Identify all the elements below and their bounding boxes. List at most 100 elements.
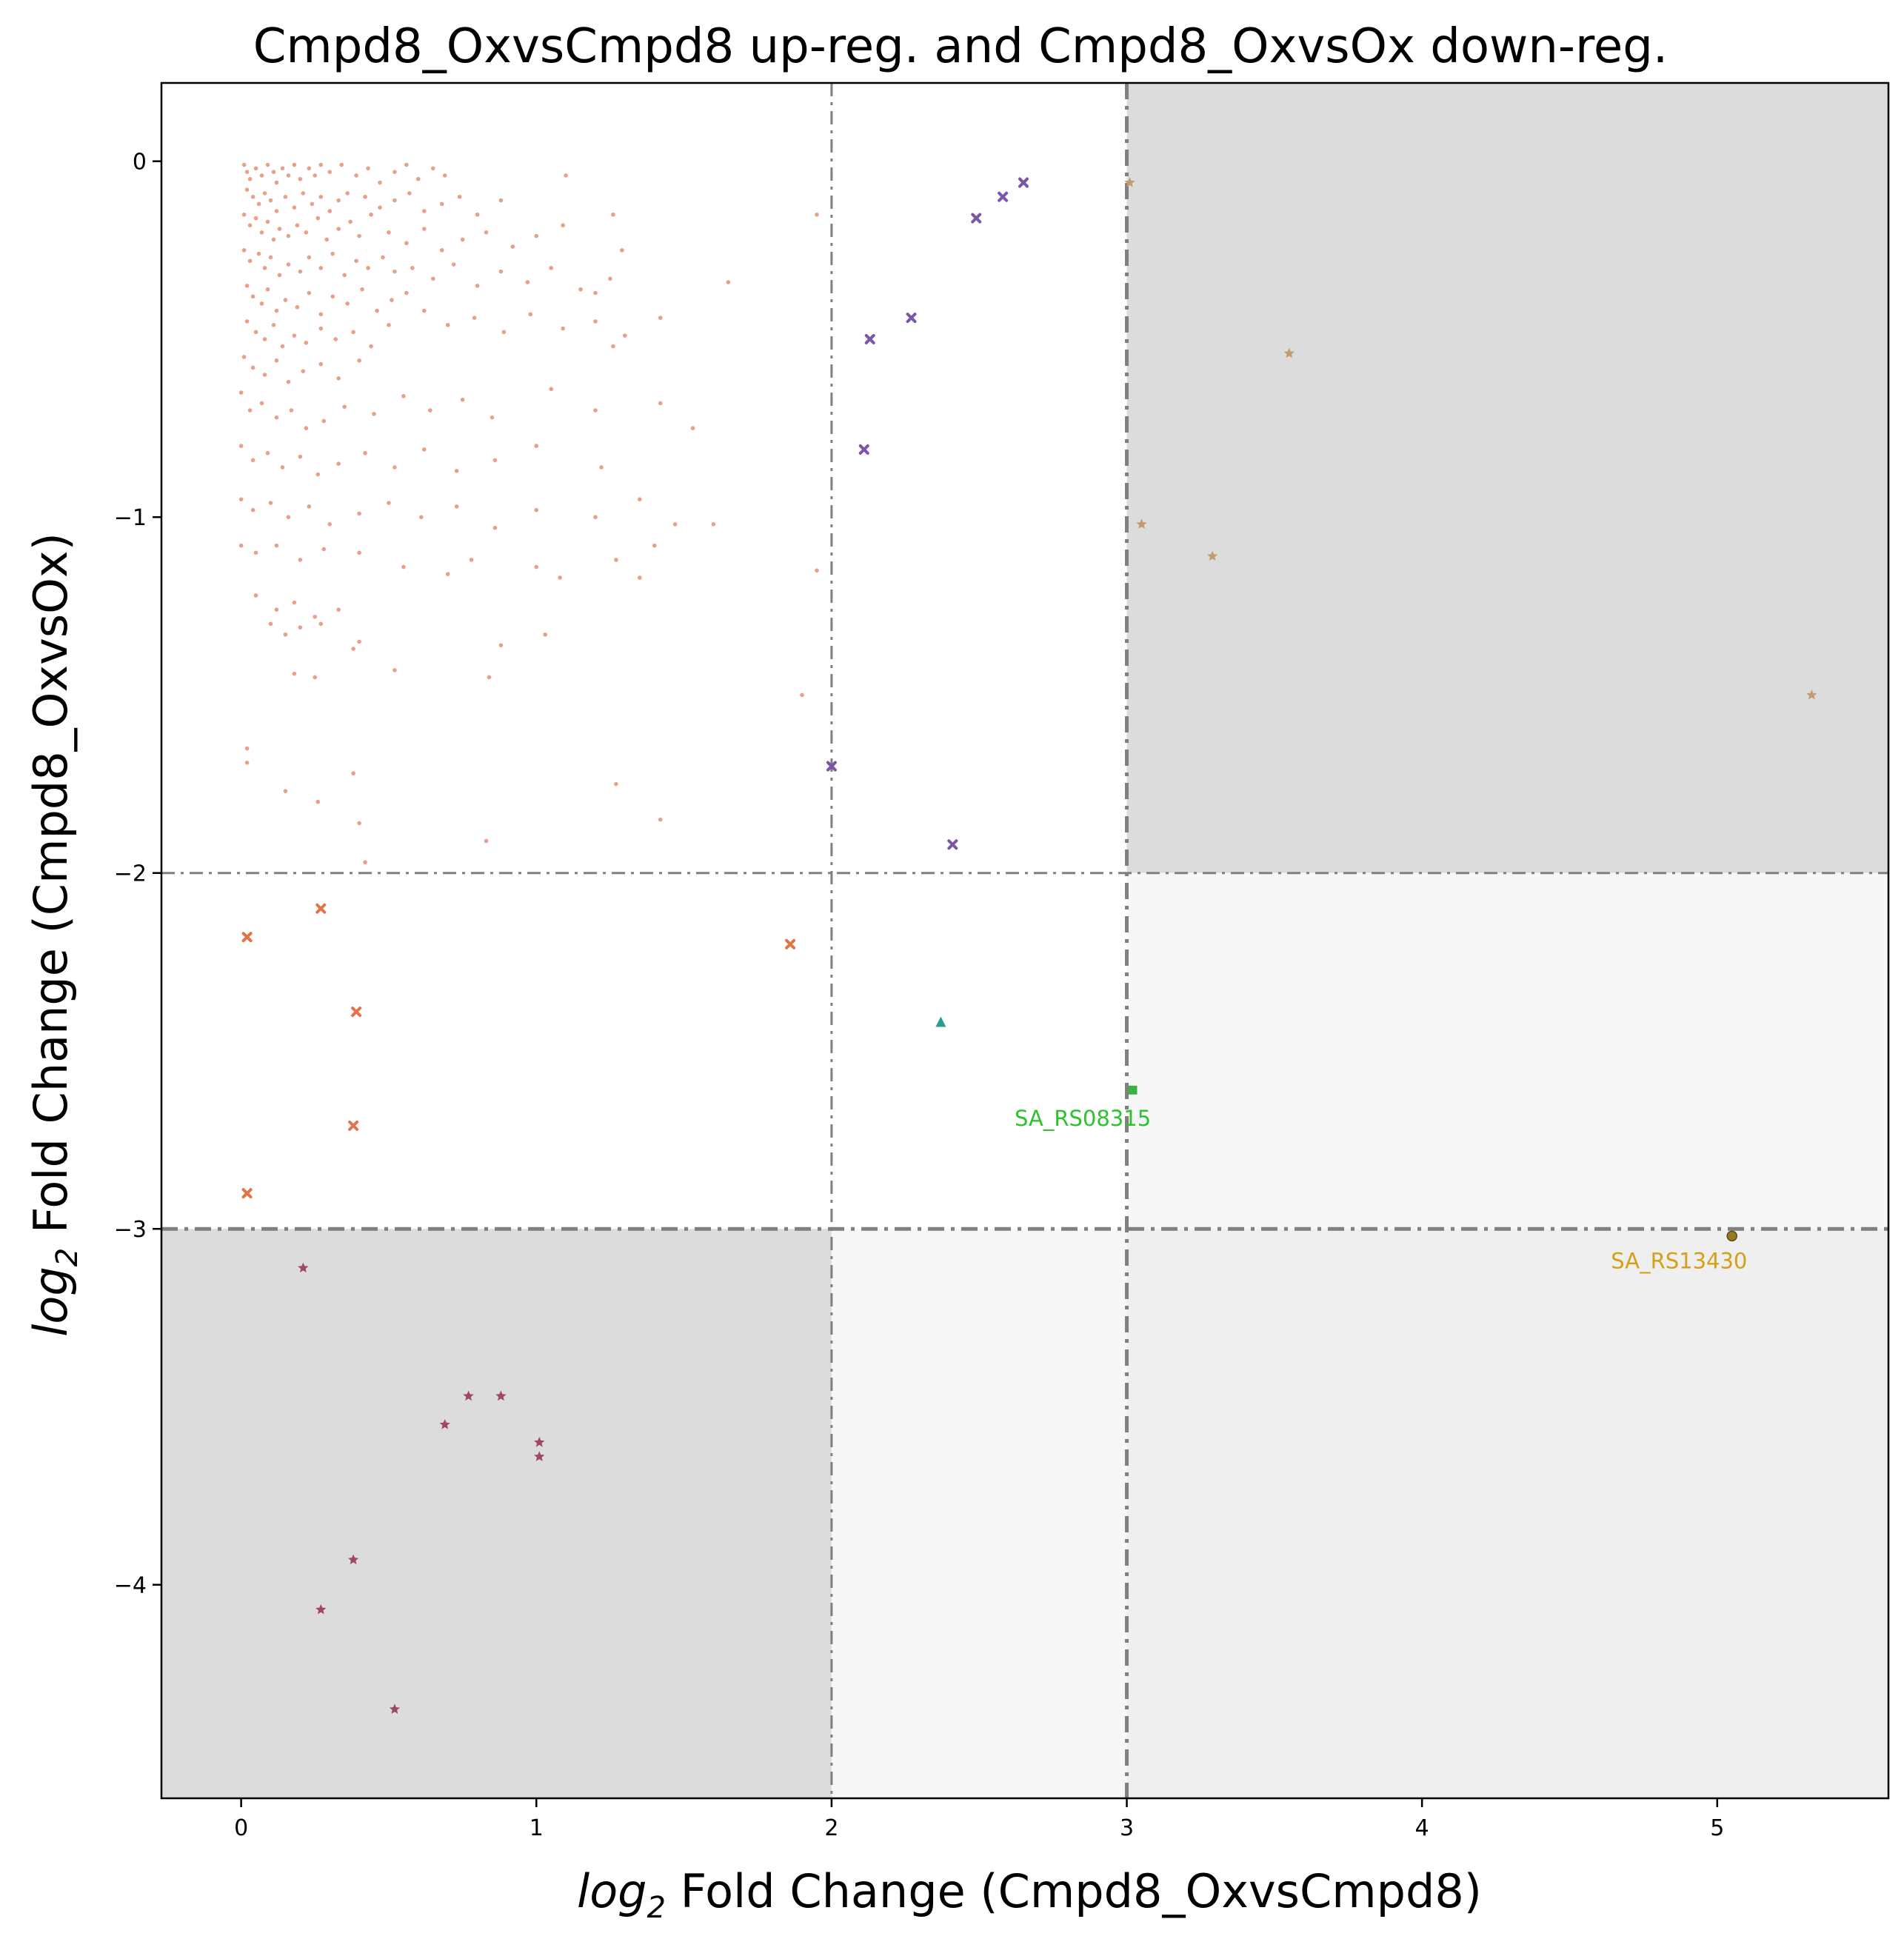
data-point xyxy=(265,219,270,224)
data-point xyxy=(611,344,615,349)
data-point xyxy=(318,312,324,317)
data-point-star-marker xyxy=(534,1451,545,1461)
y-tick-label: 0 xyxy=(133,150,147,176)
data-point xyxy=(658,401,663,406)
data-point-x-marker xyxy=(1018,177,1029,188)
x-marker-stroke xyxy=(858,444,869,455)
data-point-x-marker xyxy=(785,938,796,950)
data-point xyxy=(265,287,270,292)
data-point xyxy=(534,507,539,513)
data-point xyxy=(549,266,553,270)
data-point xyxy=(283,789,288,793)
data-point-star-marker xyxy=(534,1437,545,1447)
x-axis-label-text: Fold Change (Cmpd8_OxvsCmpd8) xyxy=(666,1864,1482,1918)
data-point xyxy=(357,821,361,826)
x-tick-label: 2 xyxy=(824,1815,838,1841)
data-point xyxy=(262,373,267,377)
data-point xyxy=(498,269,504,274)
data-point xyxy=(336,461,341,466)
x-marker-stroke xyxy=(241,932,253,943)
data-point-x-marker xyxy=(906,313,917,324)
data-point-star-marker xyxy=(439,1419,450,1429)
data-point-x-marker xyxy=(826,761,837,772)
data-point xyxy=(321,418,327,424)
data-point xyxy=(363,450,367,455)
data-point xyxy=(307,166,312,171)
data-point xyxy=(313,675,318,680)
data-point xyxy=(241,162,247,167)
data-point xyxy=(244,170,250,174)
data-point-star-marker xyxy=(1283,347,1295,358)
data-point xyxy=(336,198,341,203)
data-point xyxy=(501,330,507,335)
data-point xyxy=(614,558,618,562)
x-marker-stroke xyxy=(947,839,958,850)
data-point xyxy=(451,262,456,267)
data-point xyxy=(339,162,344,167)
data-point xyxy=(283,632,288,637)
data-point xyxy=(711,522,716,527)
data-point xyxy=(652,543,657,548)
data-point xyxy=(292,600,297,605)
data-point xyxy=(313,614,318,619)
data-point xyxy=(357,639,361,644)
data-point xyxy=(268,621,273,627)
data-point xyxy=(298,269,303,274)
data-point xyxy=(238,444,244,448)
data-point xyxy=(460,397,465,402)
data-point xyxy=(430,166,435,171)
data-point xyxy=(354,173,358,178)
data-point xyxy=(244,746,250,751)
data-point xyxy=(360,287,364,292)
data-point xyxy=(262,266,267,270)
data-point xyxy=(404,241,409,246)
data-point-star-marker xyxy=(463,1390,474,1401)
data-point xyxy=(327,170,333,174)
data-point xyxy=(330,294,335,299)
data-point xyxy=(658,817,663,822)
x-marker-stroke xyxy=(315,903,327,914)
data-point xyxy=(286,173,291,178)
data-point xyxy=(561,223,565,227)
data-point xyxy=(286,379,291,384)
data-point xyxy=(318,361,324,367)
data-point-star-marker xyxy=(315,1603,327,1615)
data-point-star-marker xyxy=(1207,550,1218,561)
data-point xyxy=(815,568,819,573)
data-point xyxy=(366,166,370,171)
data-point xyxy=(348,219,353,224)
x-marker-stroke xyxy=(1018,177,1029,188)
data-point xyxy=(286,262,291,267)
data-point xyxy=(369,212,373,217)
data-point xyxy=(445,572,450,576)
data-point xyxy=(274,358,279,363)
x-marker-stroke xyxy=(971,213,982,224)
data-point xyxy=(259,401,264,406)
data-point xyxy=(292,333,297,338)
data-point xyxy=(387,230,391,235)
data-point xyxy=(593,515,598,520)
data-point xyxy=(250,507,255,513)
data-point xyxy=(241,355,247,359)
data-point xyxy=(726,280,731,284)
data-point xyxy=(268,198,273,203)
shaded-region-0 xyxy=(1126,83,1888,873)
data-point xyxy=(363,860,367,865)
y-tick-label: −3 xyxy=(114,1217,147,1243)
y-axis-label-text: Fold Change (Cmpd8_OxvsOx) xyxy=(24,533,78,1248)
data-point xyxy=(498,643,504,647)
x-marker-stroke xyxy=(864,333,875,344)
data-point xyxy=(238,390,244,395)
data-point xyxy=(369,344,373,349)
data-point xyxy=(469,558,474,562)
data-point-square-marker xyxy=(1128,1085,1138,1095)
y-axis-label-log: log xyxy=(24,1266,78,1337)
data-point xyxy=(390,298,394,302)
data-point xyxy=(351,771,355,775)
data-point-x-marker xyxy=(315,903,327,914)
data-point-x-marker xyxy=(351,1007,362,1018)
data-point xyxy=(421,227,427,231)
data-point xyxy=(253,550,258,555)
x-marker-stroke xyxy=(348,1120,359,1131)
data-point xyxy=(454,468,459,473)
